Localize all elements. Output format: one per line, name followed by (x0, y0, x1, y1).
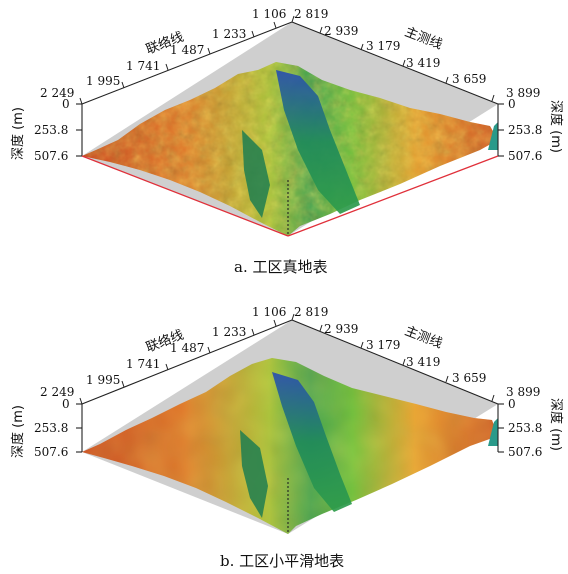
crossline-tick-3: 1 487 (170, 341, 204, 355)
crossline-tick-4: 1 233 (212, 27, 246, 41)
crossline-tick-1: 1 995 (86, 74, 120, 88)
depth-axis-name-right: 深度 (m) (548, 398, 564, 451)
crossline-tick-2: 1 741 (126, 59, 160, 73)
inline-tick-5: 3 899 (506, 385, 540, 399)
depth-axis-name-left: 深度 (m) (10, 405, 26, 458)
depth-right-0: 0 (508, 97, 516, 111)
inline-tick-0: 2 819 (294, 305, 328, 319)
crossline-tick-5: 1 106 (252, 7, 286, 21)
inline-tick-1: 2 939 (324, 322, 358, 336)
base-edge-right (287, 155, 499, 237)
depth-right-1: 253.8 (508, 123, 542, 137)
valley-ridge (276, 70, 360, 214)
panel-caption: a. 工区真地表 (234, 258, 327, 276)
valley-ridge-shadow (242, 130, 270, 218)
crossline-tick-3: 1 487 (170, 43, 204, 57)
inline-tick-2: 3 179 (366, 39, 400, 53)
inline-tick-3: 3 419 (406, 56, 440, 70)
box-top-left (81, 21, 293, 105)
depth-right-2: 507.6 (508, 445, 542, 459)
inline-axis-name: 主测线 (403, 25, 445, 53)
inline-tick-2: 3 179 (366, 338, 400, 352)
edge-spike (488, 122, 498, 150)
inline-tick-4: 3 659 (452, 371, 486, 385)
crossline-tick-2: 1 741 (126, 357, 160, 371)
depth-left-2: 507.6 (34, 149, 68, 163)
crossline-tickmarks (79, 319, 277, 405)
inline-tick-4: 3 659 (452, 72, 486, 86)
valley-ridge (272, 372, 352, 512)
crossline-tick-1: 1 995 (86, 373, 120, 387)
inline-tickmarks (291, 313, 495, 402)
panel-b: 2 249 1 995 1 741 1 487 1 233 1 106 联络线 … (10, 305, 564, 570)
depth-left-1: 253.8 (34, 123, 68, 137)
box-top-right (291, 319, 499, 405)
inline-tick-5: 3 899 (506, 86, 540, 100)
depth-left-2: 507.6 (34, 445, 68, 459)
base-edge-left (81, 155, 289, 237)
terrain-texture (82, 358, 498, 534)
valley-ridge-shadow (240, 430, 268, 518)
crossline-tick-5: 1 106 (252, 305, 286, 319)
box-top-left (81, 319, 293, 405)
depth-left-0: 0 (62, 397, 70, 411)
depth-axis-name-left: 深度 (m) (10, 107, 26, 160)
depth-right-1: 253.8 (508, 421, 542, 435)
depth-right-0: 0 (508, 397, 516, 411)
depth-axis-name-right: 深度 (m) (548, 100, 564, 153)
inline-tick-0: 2 819 (294, 7, 328, 21)
depth-left-1: 253.8 (34, 421, 68, 435)
edge-spike (488, 418, 498, 446)
crossline-tick-0: 2 249 (40, 385, 74, 399)
crossline-tick-4: 1 233 (212, 325, 246, 339)
panel-a: 2 249 1 995 1 741 1 487 1 233 1 106 联络线 … (10, 7, 564, 276)
inline-tick-1: 2 939 (324, 24, 358, 38)
panel-caption: b. 工区小平滑地表 (220, 552, 344, 570)
inline-tick-3: 3 419 (406, 355, 440, 369)
box-top-right (291, 21, 499, 105)
depth-left-0: 0 (62, 97, 70, 111)
depth-right-2: 507.6 (508, 149, 542, 163)
inline-tickmarks (291, 15, 495, 102)
inline-axis-name: 主测线 (403, 324, 445, 352)
crossline-tickmarks (79, 21, 277, 105)
crossline-tick-0: 2 249 (40, 86, 74, 100)
terrain-texture (82, 62, 498, 236)
